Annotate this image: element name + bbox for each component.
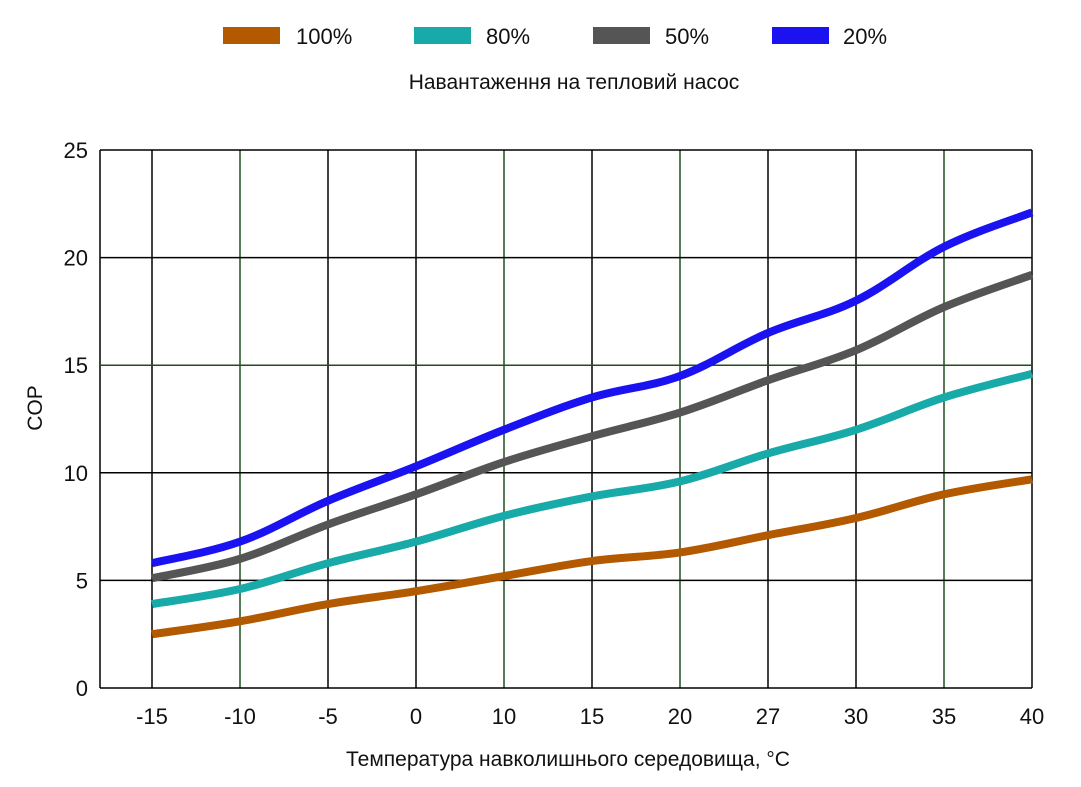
grid [99, 149, 1033, 689]
x-tick-label: -5 [318, 704, 338, 729]
x-axis: -15 -10 -5 0 10 15 20 27 30 35 40 [136, 704, 1044, 729]
series-layer [151, 208, 1034, 639]
x-tick-label: 0 [410, 704, 422, 729]
x-tick-label: 10 [492, 704, 516, 729]
x-tick-label: -10 [224, 704, 256, 729]
x-tick-label: 40 [1020, 704, 1044, 729]
y-tick-label: 25 [64, 138, 88, 163]
legend-title: Навантаження на тепловий насос [409, 71, 740, 94]
series-line-20pct [151, 208, 1034, 568]
x-tick-label: 20 [668, 704, 692, 729]
legend-label: 20% [843, 24, 887, 49]
y-tick-label: 15 [64, 353, 88, 378]
series-line-100pct [151, 475, 1033, 639]
x-tick-label: 15 [580, 704, 604, 729]
x-tick-label: 27 [756, 704, 780, 729]
legend-swatch [414, 27, 471, 44]
legend-label: 100% [296, 24, 352, 49]
legend-label: 80% [486, 24, 530, 49]
legend-label: 50% [665, 24, 709, 49]
series-line-50pct [151, 271, 1034, 583]
legend-swatch [772, 27, 829, 44]
y-axis: 0 5 10 15 20 25 [64, 138, 88, 701]
x-tick-label: 30 [844, 704, 868, 729]
y-axis-title: COP [24, 385, 47, 431]
y-tick-label: 5 [76, 568, 88, 593]
legend-swatch [593, 27, 650, 44]
x-axis-title: Температура навколишнього середовища, °C [346, 748, 790, 771]
y-tick-label: 20 [64, 246, 88, 271]
x-tick-label: -15 [136, 704, 168, 729]
y-tick-label: 0 [76, 676, 88, 701]
legend: 100% 80% 50% 20% [223, 24, 887, 49]
series-line-80pct [151, 369, 1034, 609]
legend-swatch [223, 27, 280, 44]
y-tick-label: 10 [64, 461, 88, 486]
x-tick-label: 35 [932, 704, 956, 729]
